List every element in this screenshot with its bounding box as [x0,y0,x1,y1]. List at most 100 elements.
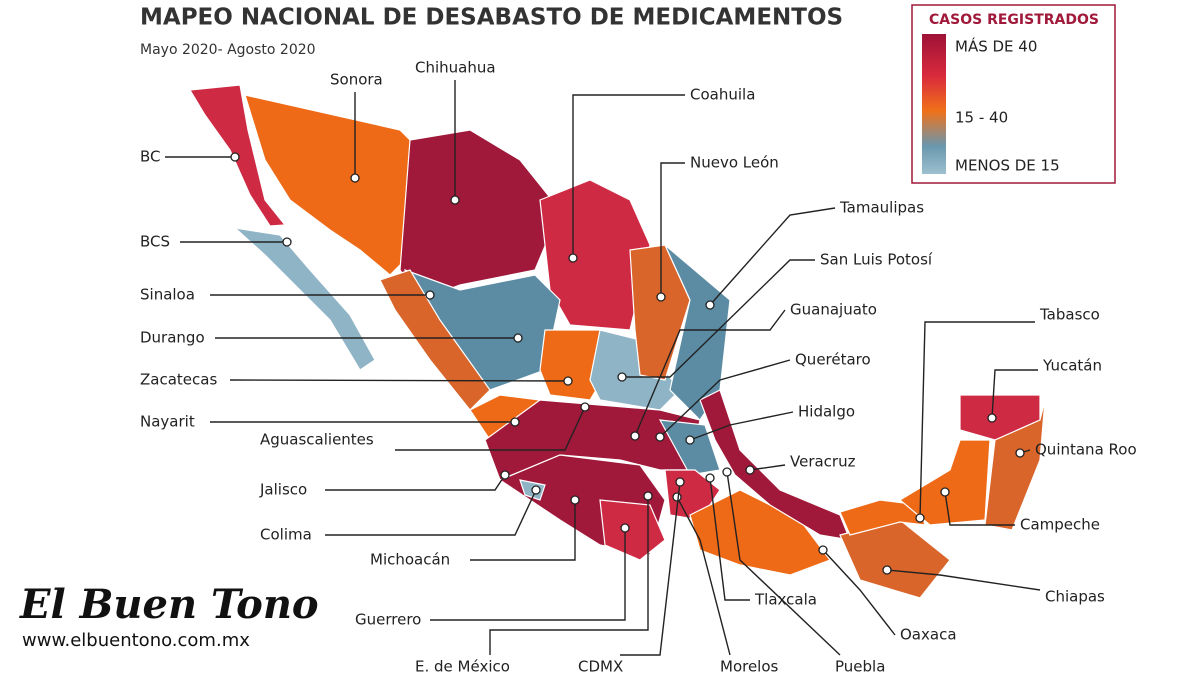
state-label: Chihuahua [415,59,496,77]
state-shape [599,499,666,561]
state-marker [230,152,240,162]
state-marker [350,173,360,183]
subtitle: Mayo 2020- Agosto 2020 [140,42,316,58]
state-marker [425,290,435,300]
state-marker [513,333,523,343]
state-shape [898,439,991,526]
leader-line [229,379,569,382]
state-label: Puebla [835,658,885,675]
leader-line [325,489,537,536]
legend-gradient [922,34,946,174]
state-marker [570,495,580,505]
leader-line [944,491,1015,526]
state-shape [233,227,376,371]
leader-line [726,471,841,656]
legend-label: MENOS DE 15 [955,157,1060,175]
state-marker [882,565,892,575]
legend-label: MÁS DE 40 [955,37,1037,56]
leader-line [676,496,731,656]
leader-line [709,207,836,306]
state-marker [987,413,997,423]
state-shape [839,499,926,536]
state-label: Quintana Roo [1035,441,1137,459]
state-label: Nayarit [140,413,195,431]
state-marker [563,376,573,386]
leader-line [620,481,681,656]
state-marker [915,513,925,523]
brand-name: El Buen Tono [19,581,319,628]
state-label: BC [140,148,161,166]
state-label: E. de México [415,658,510,675]
state-marker [940,487,950,497]
state-label: Morelos [720,658,779,675]
leader-line [470,500,576,561]
state-label: Jalisco [259,481,307,499]
state-label: Sonora [330,71,383,89]
state-marker [705,473,715,483]
state-label: Colima [260,526,312,544]
state-label: Coahuila [690,86,755,104]
state-marker [617,372,627,382]
state-label: Tabasco [1039,306,1100,324]
state-label: Oaxaca [900,626,957,644]
leader-line [709,477,750,601]
state-label: Hidalgo [798,403,855,421]
state-shape [244,94,416,276]
leader-line [991,369,1038,419]
state-marker [580,402,590,412]
state-marker [510,417,520,427]
state-marker [722,467,732,477]
legend: CASOS REGISTRADOS MÁS DE 40 15 - 40 MENO… [911,4,1116,184]
state-marker [531,485,541,495]
state-label: Querétaro [795,351,871,369]
state-marker [655,432,665,442]
state-marker [675,477,685,487]
brand-url: www.elbuentono.com.mx [22,630,250,651]
state-label: Veracruz [790,453,856,471]
state-label: Nuevo León [690,154,779,172]
leader-line [572,94,685,258]
title: MAPEO NACIONAL DE DESABASTO DE MEDICAMEN… [140,5,843,31]
state-marker [620,523,630,533]
legend-label: 15 - 40 [955,109,1008,127]
leader-line [395,406,586,451]
state-label: Guerrero [355,611,421,629]
state-shape [399,129,561,301]
state-label: Zacatecas [140,371,217,389]
leader-line [886,569,1041,591]
state-marker [656,292,666,302]
state-labels: BC Sonora Chihuahua Coahuila Nuevo León Tamau… [140,59,1137,675]
state-label: Tamaulipas [839,199,924,217]
state-marker [685,435,695,445]
state-label: Guanajuato [790,301,877,319]
leader-line [430,528,626,621]
state-label: Durango [140,329,205,347]
state-label: Tlaxcala [754,591,817,609]
leader-line [659,359,791,438]
leader-line [919,321,1035,519]
leader-line [634,309,786,437]
legend-title: CASOS REGISTRADOS [929,12,1099,28]
state-marker [818,545,828,555]
state-label: Sinaloa [140,286,195,304]
state-label: San Luis Potosí [820,251,933,269]
state-label: Chiapas [1045,588,1105,606]
state-marker [643,491,653,501]
state-marker [282,237,292,247]
state-marker [568,253,578,263]
state-marker [1015,448,1025,458]
leader-line [489,496,649,655]
state-marker [672,492,682,502]
state-label: CDMX [578,658,623,675]
leader-line [822,549,896,636]
leader-line [325,474,506,491]
state-shape [379,269,491,411]
leader-line [749,464,786,471]
state-label: Campeche [1020,516,1100,534]
leader-line [660,162,685,297]
state-label: Michoacán [370,551,450,569]
state-label: BCS [140,233,170,251]
state-marker [745,465,755,475]
